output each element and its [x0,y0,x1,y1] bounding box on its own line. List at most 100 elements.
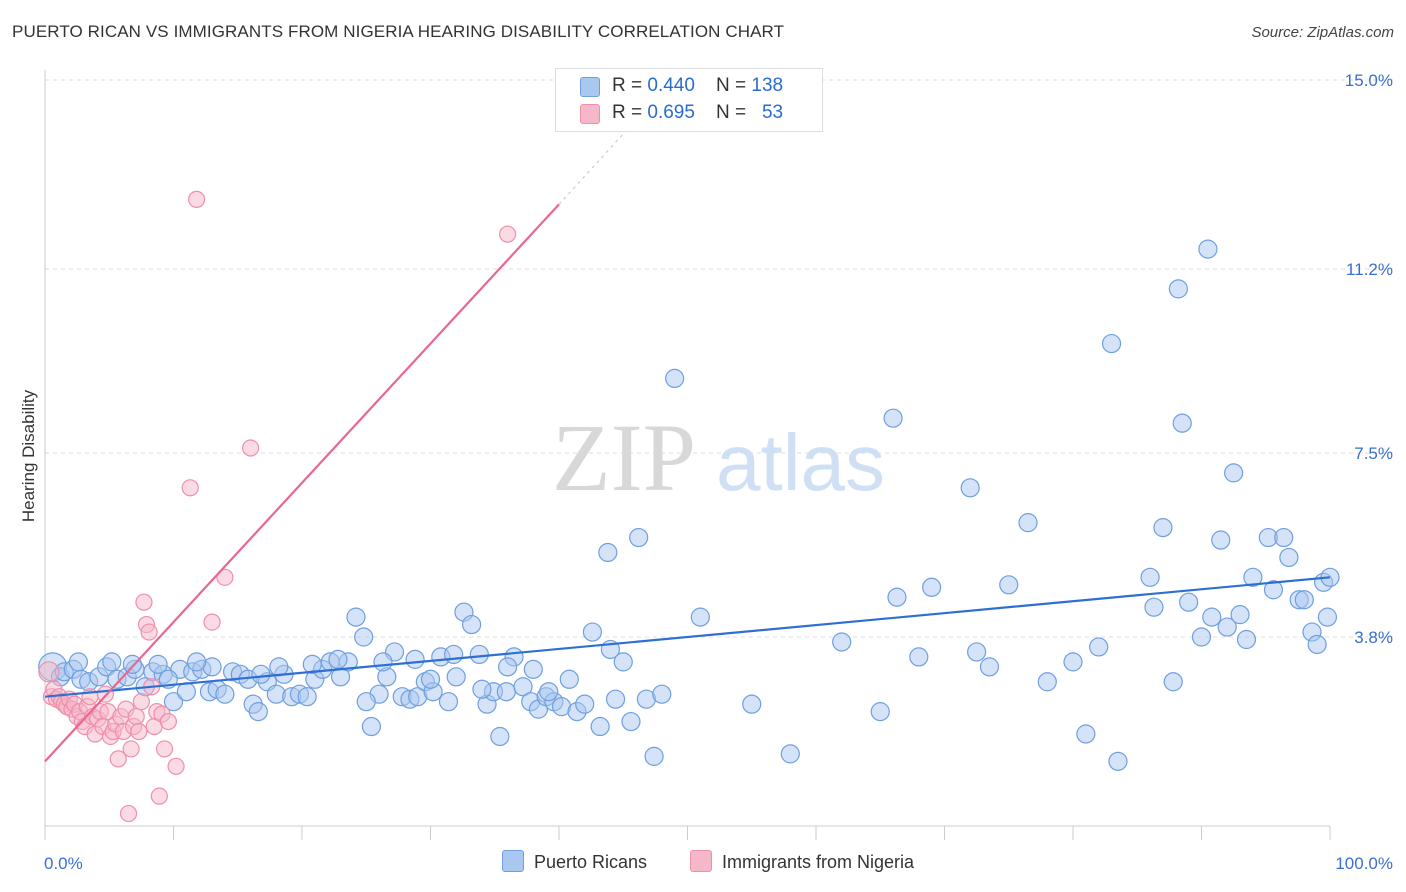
point-puerto-rican [446,667,466,687]
point-puerto-rican [909,647,929,667]
legend-swatch-blue [502,850,524,872]
point-puerto-rican [999,575,1019,595]
x-tick-label-max: 100.0% [1335,854,1393,873]
point-puerto-rican [883,408,903,428]
point-puerto-rican [251,664,271,684]
point-nigeria [140,623,158,641]
point-puerto-rican [1153,517,1173,538]
point-puerto-rican [665,368,685,388]
point-puerto-rican [361,716,381,737]
n-value: 138 [751,75,784,96]
point-puerto-rican [1230,605,1250,625]
point-puerto-rican [1243,567,1263,587]
point-puerto-rican [102,652,122,672]
point-puerto-rican [462,614,482,635]
point-nigeria [38,661,60,683]
trend-line-puerto-ricans [44,576,1331,698]
point-puerto-rican [575,694,595,714]
point-puerto-rican [1168,279,1188,299]
legend-label: Puerto Ricans [534,852,648,872]
point-puerto-rican [967,642,987,662]
n-label: N = [716,75,752,96]
point-puerto-rican [780,744,800,764]
trend-line-nigeria-extension [558,119,637,205]
point-puerto-rican [1063,652,1083,672]
point-puerto-rican [960,478,980,498]
watermark-atlas: atlas [716,418,885,507]
point-puerto-rican [438,692,459,712]
point-puerto-rican [832,632,852,652]
point-puerto-rican [498,657,518,677]
point-puerto-rican [1089,637,1109,657]
point-nigeria [127,707,145,726]
point-puerto-rican [68,652,89,672]
point-puerto-rican [652,684,672,704]
legend-label: Immigrants from Nigeria [722,852,915,872]
point-puerto-rican [1307,634,1327,655]
x-tick-label-min: 0.0% [44,854,83,873]
point-puerto-rican [496,682,516,702]
point-puerto-rican [472,679,492,699]
point-puerto-rican [346,607,366,627]
watermark-zip: ZIP [552,404,696,511]
point-puerto-rican [1101,333,1122,354]
point-puerto-rican [297,687,317,707]
point-puerto-rican [163,692,184,712]
point-puerto-rican [490,726,510,747]
point-puerto-rican [187,652,207,672]
point-puerto-rican [690,607,710,627]
point-puerto-rican [1294,590,1314,610]
point-puerto-rican [887,587,907,607]
point-nigeria [155,740,174,758]
point-puerto-rican [1179,592,1199,612]
y-tick-label: 15.0% [1345,71,1393,90]
source-label: Source: ZipAtlas.com [1251,24,1394,41]
n-value: 53 [761,102,784,123]
point-puerto-rican [1140,567,1160,587]
point-puerto-rican [621,711,641,732]
trend-lines [44,119,1331,763]
legend-item-puerto-ricans: Puerto Ricans [502,850,647,873]
point-puerto-rican [215,684,235,704]
y-tick-label: 11.2% [1346,260,1393,279]
point-puerto-rican [148,654,168,674]
point-nigeria [242,439,260,457]
point-puerto-rican [356,692,376,712]
point-puerto-rican [613,652,633,672]
point-puerto-rican [248,702,268,722]
point-puerto-rican [269,657,289,677]
stats-legend: R = 0.440 N = 138 R = 0.695 N = 53 [555,68,823,132]
point-puerto-rican [405,649,425,669]
point-puerto-rican [922,577,942,597]
point-puerto-rican [1317,607,1338,627]
r-value: 0.440 [647,75,695,96]
point-puerto-rican [1202,607,1222,627]
point-nigeria [132,693,150,711]
point-puerto-rican [1037,672,1057,692]
y-axis-label: Hearing Disability [19,389,39,523]
point-puerto-rican [598,542,618,563]
point-puerto-rican [513,677,533,697]
point-nigeria [150,787,168,805]
point-puerto-rican [1198,239,1218,259]
point-puerto-rican [979,657,1000,677]
point-nigeria [130,722,148,741]
point-nigeria [109,750,127,768]
watermark: ZIP atlas [552,404,885,511]
point-nigeria [181,479,199,497]
point-puerto-rican [1076,724,1096,744]
n-label: N = [716,102,752,123]
point-puerto-rican [582,622,603,642]
point-puerto-rican [1224,463,1244,483]
point-puerto-rican [1191,627,1212,647]
point-nigeria [203,613,221,631]
point-puerto-rican [590,716,610,737]
point-puerto-rican [1263,580,1284,600]
point-puerto-rican [1236,629,1257,650]
series-nigeria [38,190,517,823]
chart-title: PUERTO RICAN VS IMMIGRANTS FROM NIGERIA … [12,22,785,41]
point-puerto-rican [1279,547,1299,568]
point-nigeria [216,568,234,586]
point-puerto-rican [644,746,664,766]
